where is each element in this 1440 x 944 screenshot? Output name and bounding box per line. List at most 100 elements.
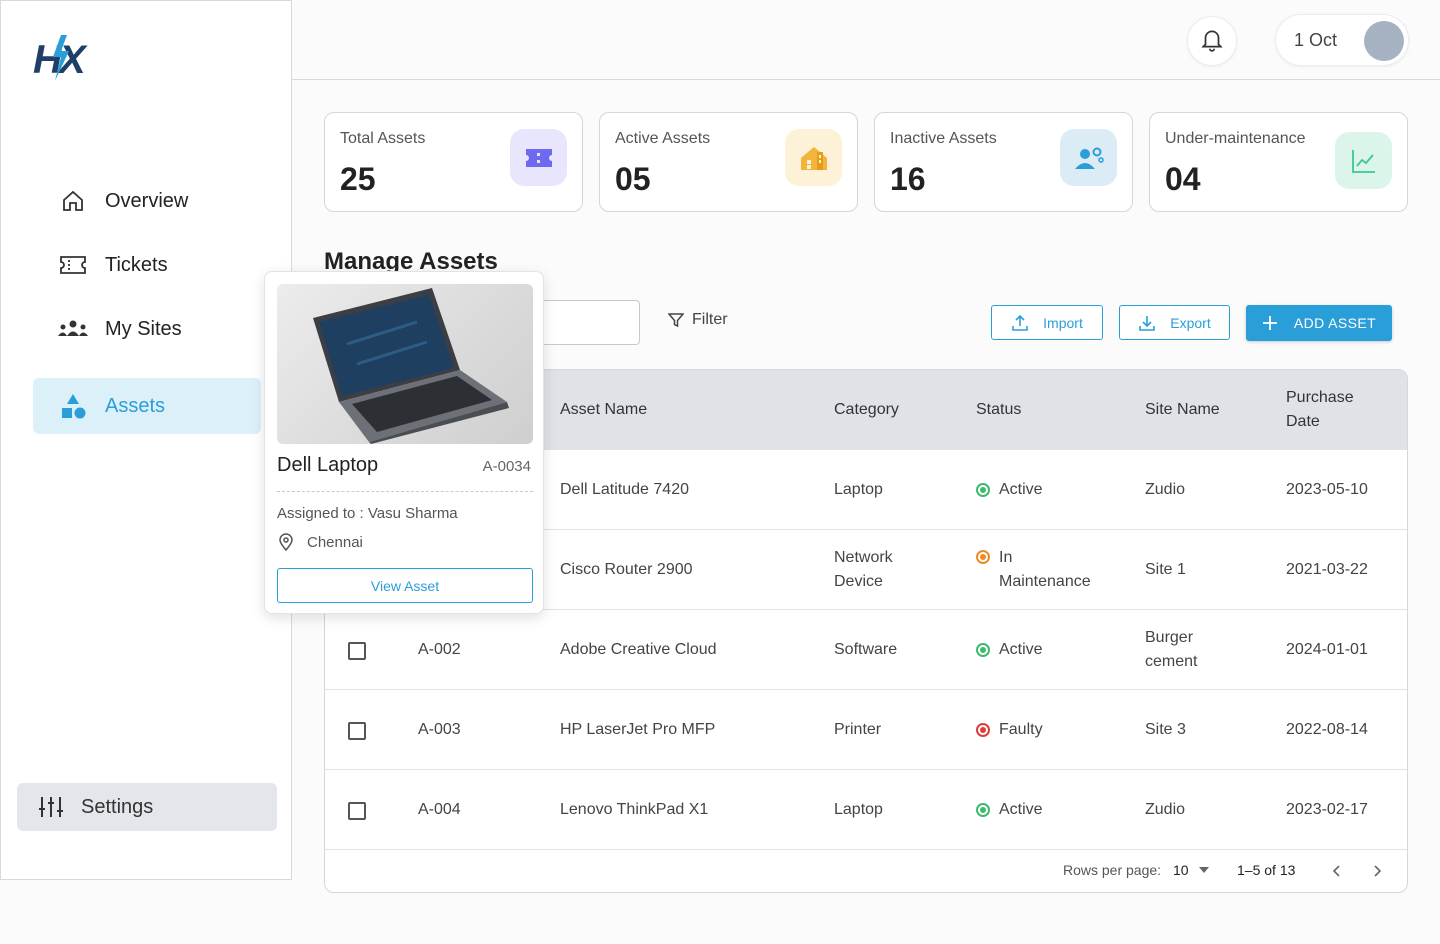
filter-label: Filter	[692, 311, 728, 328]
add-asset-label: ADD ASSET	[1293, 315, 1377, 331]
building-icon	[785, 129, 842, 186]
asset-id: A-004	[418, 801, 461, 818]
column-header-category[interactable]: Category	[834, 401, 899, 418]
download-icon	[1138, 314, 1156, 332]
location-text: Chennai	[307, 533, 363, 551]
rows-per-page-select[interactable]: 10	[1173, 862, 1209, 878]
status-badge: Faulty	[976, 718, 1043, 742]
status-text: Active	[999, 481, 1043, 498]
stat-card-total: Total Assets 25	[324, 112, 583, 212]
sidebar-item-label: Tickets	[105, 253, 168, 276]
stat-card-active: Active Assets 05	[599, 112, 858, 212]
sidebar-item-overview[interactable]: Overview	[33, 173, 261, 229]
table-pagination: Rows per page: 10 1–5 of 13	[325, 850, 1407, 892]
status-dot-icon	[976, 483, 990, 497]
table-row[interactable]: Cisco Router 2900 Network Device In Main…	[325, 530, 1407, 610]
status-dot-icon	[976, 550, 990, 564]
sidebar-item-assets[interactable]: Assets	[33, 378, 261, 434]
filter-button[interactable]: Filter	[668, 311, 728, 329]
site-name: Zudio	[1145, 481, 1186, 498]
table-row[interactable]: A-003 HP LaserJet Pro MFP Printer Faulty…	[325, 690, 1407, 770]
status-badge: Active	[976, 478, 1043, 502]
export-label: Export	[1170, 314, 1211, 331]
stat-value: 05	[615, 161, 651, 197]
stat-value: 16	[890, 161, 926, 197]
chevron-left-icon	[1332, 865, 1340, 877]
export-button[interactable]: Export	[1119, 305, 1230, 340]
people-icon	[57, 313, 89, 345]
sidebar-item-label: Overview	[105, 189, 189, 212]
table-row[interactable]: Dell Latitude 7420 Laptop Active Zudio 2…	[325, 450, 1407, 530]
status-text: Faulty	[999, 721, 1043, 738]
caret-down-icon	[1198, 867, 1209, 873]
prev-page-button[interactable]	[1329, 863, 1345, 882]
purchase-date: 2023-02-17	[1286, 801, 1368, 818]
notifications-button[interactable]	[1187, 16, 1237, 66]
status-dot-icon	[976, 803, 990, 817]
table-row[interactable]: A-002 Adobe Creative Cloud Software Acti…	[325, 610, 1407, 690]
settings-button[interactable]: Settings	[17, 783, 277, 831]
ticket-icon	[57, 249, 89, 281]
avatar[interactable]	[1364, 21, 1404, 61]
table-row[interactable]: A-004 Lenovo ThinkPad X1 Laptop Active Z…	[325, 770, 1407, 850]
sidebar-item-tickets[interactable]: Tickets	[33, 237, 261, 293]
column-header-site-name[interactable]: Site Name	[1145, 401, 1220, 418]
asset-id: A-002	[418, 641, 461, 658]
asset-preview-popover: Dell Laptop A-0034 Assigned to : Vasu Sh…	[264, 271, 544, 614]
import-button[interactable]: Import	[991, 305, 1103, 340]
pagination-range: 1–5 of 13	[1237, 862, 1296, 878]
stat-label: Inactive Assets	[890, 130, 997, 147]
purchase-date: 2021-03-22	[1286, 561, 1368, 578]
hx-logo[interactable]: H X	[31, 31, 91, 87]
site-name: Zudio	[1145, 801, 1186, 818]
status-text: In Maintenance	[999, 549, 1091, 590]
status-text: Active	[999, 801, 1043, 818]
status-dot-icon	[976, 723, 990, 737]
current-date: 1 Oct	[1294, 29, 1338, 50]
stat-value: 25	[340, 161, 376, 197]
popover-asset-id: A-0034	[482, 458, 531, 475]
rows-per-page-label: Rows per page:	[1063, 862, 1162, 878]
next-page-button[interactable]	[1369, 863, 1385, 882]
popover-title: Dell Laptop	[277, 454, 379, 476]
purchase-date: 2022-08-14	[1286, 721, 1368, 738]
asset-id: A-003	[418, 721, 461, 738]
bell-icon	[1199, 26, 1225, 57]
asset-name: Cisco Router 2900	[560, 561, 693, 578]
column-header-status[interactable]: Status	[976, 401, 1022, 418]
sidebar-item-label: Assets	[105, 394, 166, 417]
sidebar: H X Overview Tickets My Sites Assets Set…	[0, 0, 292, 880]
stat-card-inactive: Inactive Assets 16	[874, 112, 1133, 212]
purchase-date: 2023-05-10	[1286, 481, 1368, 498]
view-asset-button[interactable]: View Asset	[277, 568, 533, 603]
chevron-right-icon	[1374, 865, 1382, 877]
column-header-asset-name[interactable]: Asset Name	[560, 401, 648, 418]
stat-label: Active Assets	[615, 130, 711, 147]
sidebar-item-label: My Sites	[105, 317, 182, 340]
asset-category: Software	[834, 641, 898, 658]
upload-icon	[1011, 314, 1029, 332]
status-dot-icon	[976, 643, 990, 657]
row-checkbox[interactable]	[348, 722, 366, 740]
add-asset-button[interactable]: ADD ASSET	[1246, 305, 1392, 341]
user-gear-icon	[1060, 129, 1117, 186]
rows-per-page-value: 10	[1173, 862, 1189, 878]
status-badge: Active	[976, 638, 1043, 662]
row-checkbox[interactable]	[348, 802, 366, 820]
row-checkbox[interactable]	[348, 642, 366, 660]
asset-name: HP LaserJet Pro MFP	[560, 721, 716, 738]
column-header-purchase-date[interactable]: Purchase Date	[1286, 389, 1354, 430]
asset-name: Dell Latitude 7420	[560, 481, 689, 498]
page-title: Manage Assets	[324, 248, 498, 275]
ticket-icon	[510, 129, 567, 186]
assigned-to: Assigned to : Vasu Sharma	[277, 505, 458, 522]
site-name: Burger cement	[1145, 629, 1198, 670]
status-text: Active	[999, 641, 1043, 658]
sidebar-item-my-sites[interactable]: My Sites	[33, 301, 261, 357]
stat-value: 04	[1165, 161, 1201, 197]
location-pin-icon	[277, 533, 295, 551]
stat-label: Total Assets	[340, 130, 426, 147]
shapes-icon	[57, 390, 89, 422]
date-profile-pill[interactable]: 1 Oct	[1275, 14, 1409, 66]
site-name: Site 3	[1145, 721, 1186, 738]
